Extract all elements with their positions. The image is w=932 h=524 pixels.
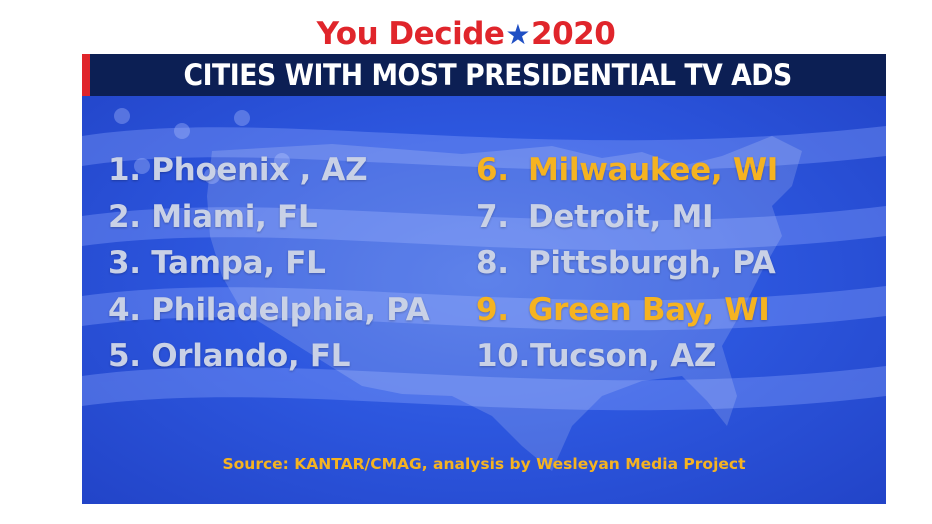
header-bar: CITIES WITH MOST PRESIDENTIAL TV ADS: [82, 54, 886, 96]
list-item: 7. Detroit, MI: [476, 198, 714, 235]
source-caption: Source: KANTAR/CMAG, analysis by Wesleya…: [222, 455, 746, 473]
page-title: CITIES WITH MOST PRESIDENTIAL TV ADS: [183, 58, 793, 92]
list-item: 2. Miami, FL: [108, 198, 318, 235]
list-item: 5. Orlando, FL: [108, 338, 351, 374]
list-item: 10.Tucson, AZ: [476, 338, 717, 374]
list-item: 1. Phoenix , AZ: [108, 152, 368, 188]
us-map-silhouette: [207, 136, 802, 471]
logo-year: 2020: [531, 16, 616, 52]
graphic-panel: CITIES WITH MOST PRESIDENTIAL TV ADS 1. …: [82, 54, 886, 504]
you-decide-2020-logo: You Decide★2020: [0, 14, 932, 55]
list-item: 3. Tampa, FL: [108, 245, 326, 281]
logo-word: You Decide: [316, 16, 505, 52]
list-left-column: 1. Phoenix , AZ 2. Miami, FL 3. Tampa, F…: [108, 147, 430, 380]
flag-stripes: [82, 126, 886, 411]
star-icon: ★: [505, 18, 531, 51]
flag-stars: [114, 108, 290, 184]
flag-map-background: [82, 108, 886, 471]
list-item: 8. Pittsburgh, PA: [476, 245, 776, 281]
list-item-highlighted: 9. Green Bay, WI: [476, 291, 770, 328]
list-item-highlighted: 6. Milwaukee, WI: [476, 152, 778, 188]
list-item: 4. Philadelphia, PA: [108, 291, 430, 328]
list-right-column: 6. Milwaukee, WI 7. Detroit, MI 8. Pittsbur…: [476, 147, 778, 380]
